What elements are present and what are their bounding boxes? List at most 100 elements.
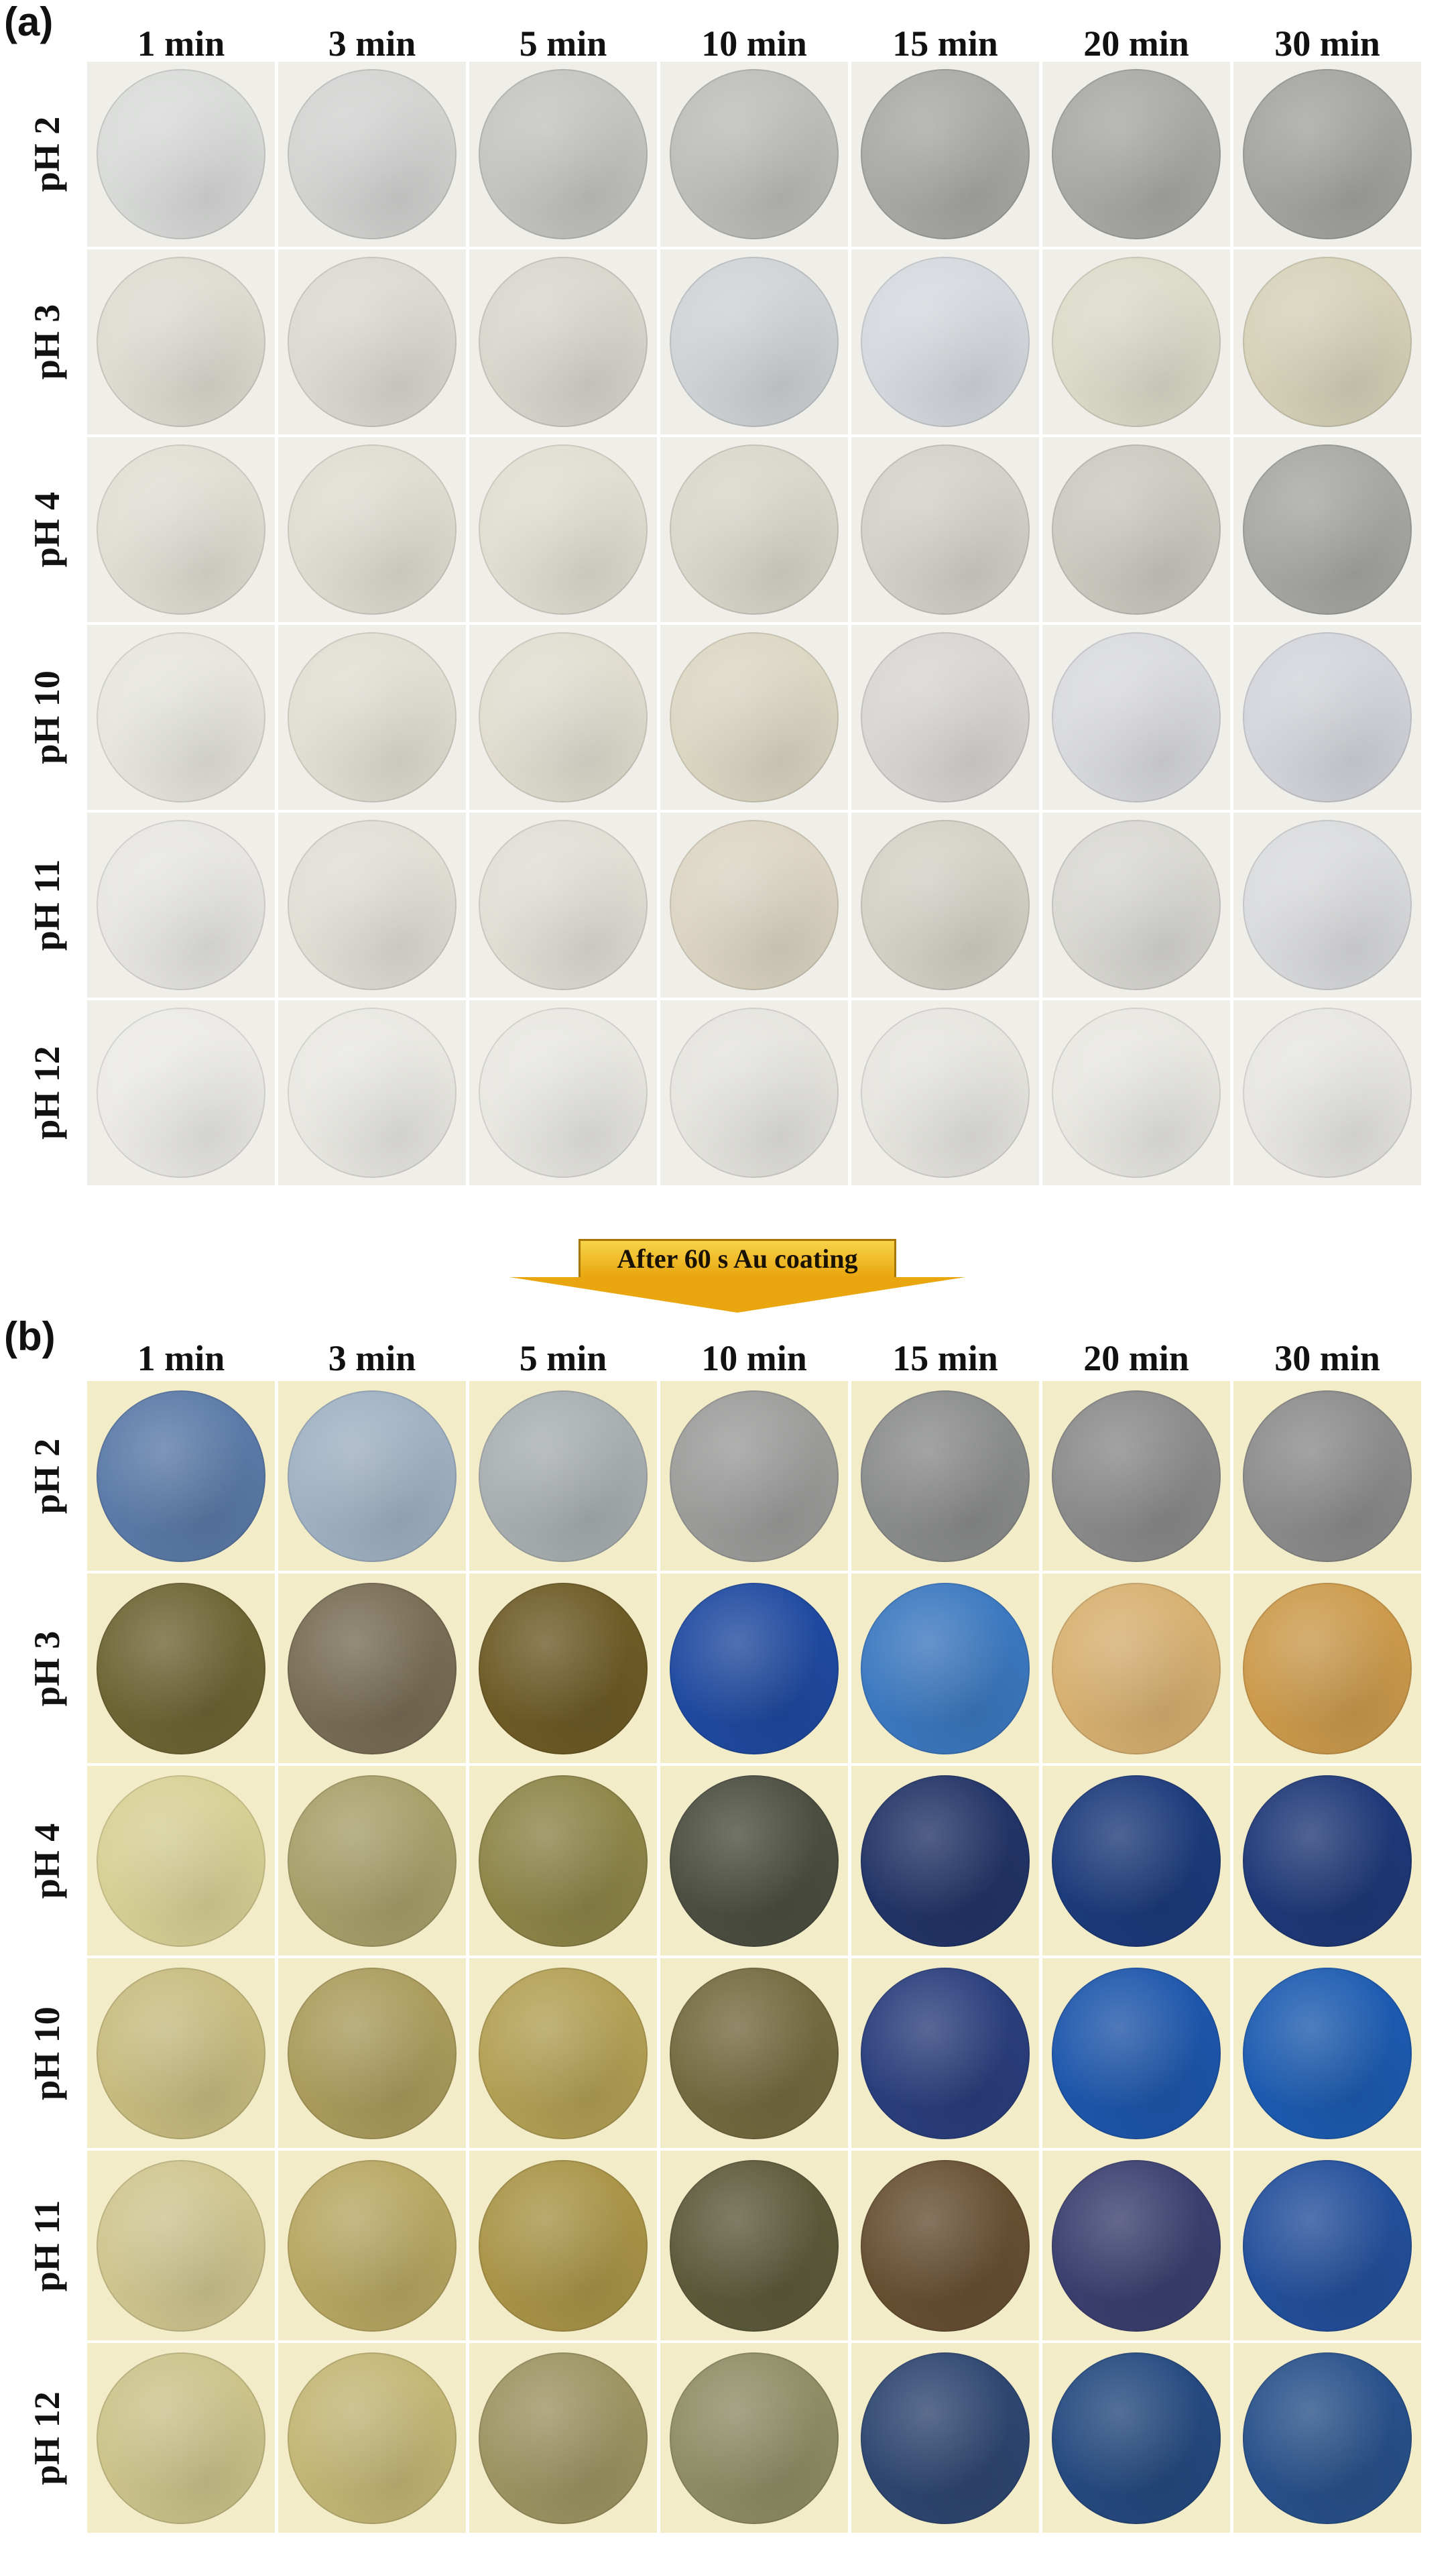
sample-disc xyxy=(1243,1775,1412,1947)
sample-photo xyxy=(660,62,848,247)
sample-disc xyxy=(1052,69,1221,239)
sample-disc xyxy=(1052,1775,1221,1947)
sample-disc xyxy=(479,632,648,802)
sample-photo xyxy=(660,1000,848,1185)
sample-disc xyxy=(479,820,648,990)
panel-b-row-header: pH 10 xyxy=(27,2006,67,2100)
arrow-head xyxy=(509,1277,965,1313)
sample-disc xyxy=(1243,1008,1412,1178)
sample-photo xyxy=(1233,437,1421,622)
sample-photo xyxy=(87,1381,275,1571)
panel-a-row-header: pH 4 xyxy=(27,491,67,568)
sample-photo xyxy=(469,813,657,998)
sample-disc xyxy=(670,1583,839,1754)
sample-disc xyxy=(670,1008,839,1178)
sample-disc xyxy=(1243,1968,1412,2139)
sample-photo xyxy=(469,2151,657,2340)
sample-disc xyxy=(97,257,265,427)
panel-b: (b) 1 min 3 min 5 min 10 min 15 min 20 m… xyxy=(0,1314,1456,2571)
sample-photo xyxy=(278,62,466,247)
sample-disc xyxy=(479,1775,648,1947)
sample-photo xyxy=(1042,1766,1230,1956)
sample-disc xyxy=(861,2160,1030,2332)
sample-photo xyxy=(660,249,848,434)
sample-photo xyxy=(469,1958,657,2148)
sample-disc xyxy=(97,69,265,239)
sample-disc xyxy=(479,1390,648,1562)
sample-disc xyxy=(670,69,839,239)
sample-disc xyxy=(97,820,265,990)
sample-photo xyxy=(1233,2343,1421,2533)
sample-disc xyxy=(670,820,839,990)
sample-photo xyxy=(851,1381,1039,1571)
sample-photo xyxy=(851,62,1039,247)
sample-disc xyxy=(97,632,265,802)
panel-b-row-header: pH 4 xyxy=(27,1823,67,1899)
sample-photo xyxy=(1042,1381,1230,1571)
sample-disc xyxy=(288,69,457,239)
sample-photo xyxy=(278,1381,466,1571)
panel-a-row-header: pH 11 xyxy=(27,859,67,951)
sample-disc xyxy=(1052,2352,1221,2524)
sample-disc xyxy=(1243,1583,1412,1754)
sample-disc xyxy=(1052,632,1221,802)
sample-photo xyxy=(278,437,466,622)
panel-a-column-header: 20 min xyxy=(1083,23,1189,64)
panel-b-column-header: 5 min xyxy=(519,1338,607,1378)
sample-photo xyxy=(660,1573,848,1763)
sample-disc xyxy=(479,1583,648,1754)
sample-photo xyxy=(87,2151,275,2340)
sample-photo xyxy=(469,437,657,622)
sample-disc xyxy=(97,1968,265,2139)
sample-photo xyxy=(1042,2343,1230,2533)
sample-disc xyxy=(97,2160,265,2332)
sample-photo xyxy=(278,625,466,810)
sample-disc xyxy=(1243,257,1412,427)
sample-photo xyxy=(1042,1000,1230,1185)
sample-disc xyxy=(1052,444,1221,615)
sample-disc xyxy=(288,632,457,802)
panel-a-column-header: 30 min xyxy=(1274,23,1380,64)
sample-disc xyxy=(1052,1968,1221,2139)
panel-a-row-header: pH 12 xyxy=(27,1046,67,1140)
sample-photo xyxy=(660,2151,848,2340)
sample-disc xyxy=(479,257,648,427)
sample-disc xyxy=(479,2160,648,2332)
sample-disc xyxy=(288,257,457,427)
sample-photo xyxy=(851,1766,1039,1956)
sample-photo xyxy=(469,1766,657,1956)
panel-b-column-header: 20 min xyxy=(1083,1338,1189,1378)
panel-b-row-header: pH 12 xyxy=(27,2391,67,2485)
panel-b-column-header: 10 min xyxy=(701,1338,807,1378)
sample-disc xyxy=(288,2160,457,2332)
panel-b-label: (b) xyxy=(4,1314,56,1359)
panel-a-row-header: pH 10 xyxy=(27,670,67,764)
panel-b-column-header: 30 min xyxy=(1274,1338,1380,1378)
sample-photo xyxy=(469,1381,657,1571)
sample-disc xyxy=(861,444,1030,615)
sample-disc xyxy=(1243,632,1412,802)
sample-disc xyxy=(1243,444,1412,615)
sample-photo xyxy=(1042,2151,1230,2340)
sample-disc xyxy=(1052,1008,1221,1178)
sample-photo xyxy=(1233,62,1421,247)
sample-photo xyxy=(660,1958,848,2148)
sample-disc xyxy=(1052,1390,1221,1562)
sample-disc xyxy=(1052,257,1221,427)
sample-photo xyxy=(469,1573,657,1763)
sample-disc xyxy=(1243,2352,1412,2524)
sample-disc xyxy=(97,1775,265,1947)
sample-disc xyxy=(861,820,1030,990)
panel-a-column-header: 15 min xyxy=(892,23,998,64)
sample-photo xyxy=(469,249,657,434)
sample-photo xyxy=(87,1958,275,2148)
sample-photo xyxy=(87,1573,275,1763)
sample-photo xyxy=(469,2343,657,2533)
sample-photo xyxy=(469,625,657,810)
sample-photo xyxy=(1233,1766,1421,1956)
sample-disc xyxy=(1243,69,1412,239)
sample-photo xyxy=(278,249,466,434)
sample-photo xyxy=(1233,1000,1421,1185)
sample-disc xyxy=(670,2352,839,2524)
sample-photo xyxy=(1042,813,1230,998)
